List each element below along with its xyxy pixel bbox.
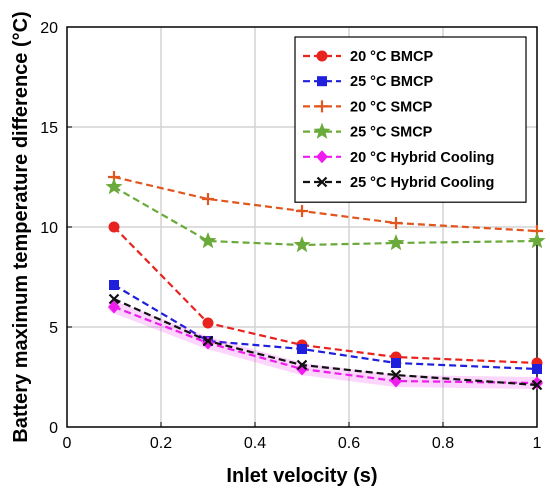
legend-label: 20 °C SMCP (350, 99, 433, 115)
x-tick-label: 0.8 (432, 435, 454, 452)
data-point (391, 358, 401, 368)
series-3 (105, 178, 546, 253)
data-point (532, 364, 542, 374)
data-point (296, 205, 308, 217)
legend-label: 20 °C Hybrid Cooling (350, 150, 494, 166)
data-point (531, 379, 543, 391)
y-tick-label: 0 (49, 420, 58, 437)
x-tick-label: 0 (63, 435, 72, 452)
data-point (199, 232, 217, 249)
series-5 (108, 293, 543, 391)
legend-marker (316, 150, 328, 164)
series-2 (108, 171, 543, 237)
data-point (296, 359, 308, 371)
legend-marker (316, 176, 328, 188)
legend-label: 20 °C BMCP (350, 49, 433, 65)
legend-label: 25 °C SMCP (350, 125, 433, 141)
y-tick-label: 20 (40, 20, 58, 37)
x-tick-label: 0.6 (338, 435, 360, 452)
data-point (297, 344, 307, 354)
x-tick-label: 0.4 (244, 435, 266, 452)
data-point (105, 178, 123, 195)
legend: 20 °C BMCP 25 °C BMCP 20 °C SMCP 25 °C SMCP… (294, 36, 527, 203)
series-line (113, 226, 538, 365)
legend-label: 25 °C Hybrid Cooling (350, 175, 494, 191)
data-point (109, 280, 119, 290)
y-axis-title: Battery maximum temperature difference (… (10, 11, 32, 442)
x-tick-label: 1 (533, 435, 542, 452)
data-point (293, 236, 311, 253)
series-group (105, 171, 546, 391)
legend-marker (316, 50, 328, 62)
data-point (528, 232, 546, 249)
series-line (113, 305, 538, 385)
y-tick-label: 15 (40, 120, 58, 137)
legend-marker (317, 76, 327, 87)
y-tick-label: 5 (49, 320, 58, 337)
data-point (202, 317, 214, 329)
data-point (108, 293, 120, 305)
data-point (108, 300, 120, 314)
data-point (390, 369, 402, 381)
data-point (108, 221, 120, 233)
legend-marker (313, 122, 331, 139)
data-point (390, 217, 402, 229)
data-point (202, 193, 214, 205)
y-tick-label: 10 (40, 220, 58, 237)
data-point (202, 335, 214, 347)
data-point (531, 376, 543, 390)
x-axis-title: Inlet velocity (s) (226, 465, 377, 487)
data-point (387, 234, 405, 251)
legend-box (294, 36, 527, 203)
legend-label: 25 °C BMCP (350, 74, 433, 90)
legend-marker (316, 100, 328, 113)
x-tick-label: 0.2 (150, 435, 172, 452)
series-4 (108, 300, 543, 390)
